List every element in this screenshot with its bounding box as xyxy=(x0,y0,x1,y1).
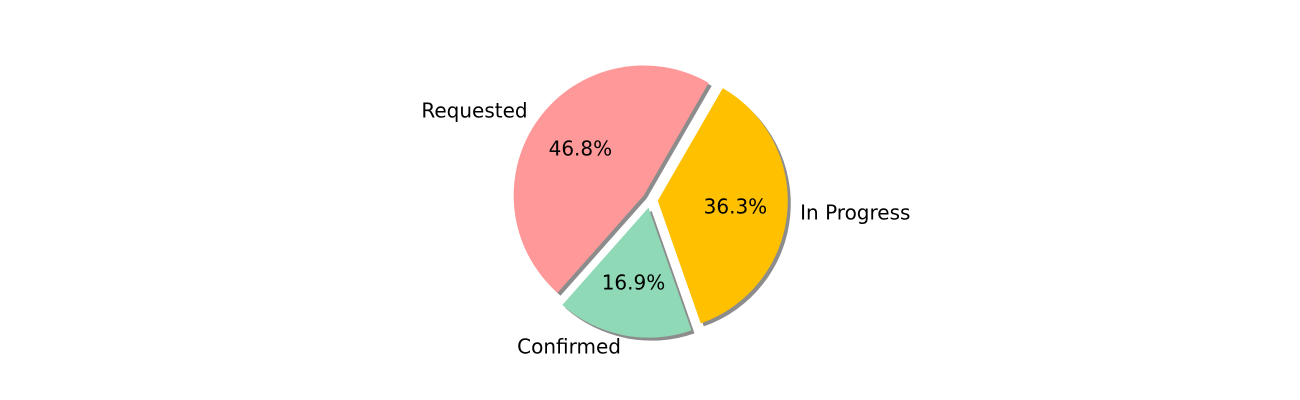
category-label-in-progress: In Progress xyxy=(800,201,910,225)
percent-label-confirmed: 16.9% xyxy=(602,271,666,295)
slice-in-progress xyxy=(657,88,788,324)
percent-label-requested: 46.8% xyxy=(549,136,613,160)
slices xyxy=(513,65,788,338)
percent-label-in-progress: 36.3% xyxy=(704,194,768,218)
labels: Requested 46.8% Confirmed 16.9% In Progress 3… xyxy=(421,98,910,358)
slice-requested xyxy=(513,65,709,293)
category-label-requested: Requested xyxy=(421,98,527,122)
slice-confirmed xyxy=(562,207,692,338)
category-label-confirmed: Confirmed xyxy=(517,334,621,358)
